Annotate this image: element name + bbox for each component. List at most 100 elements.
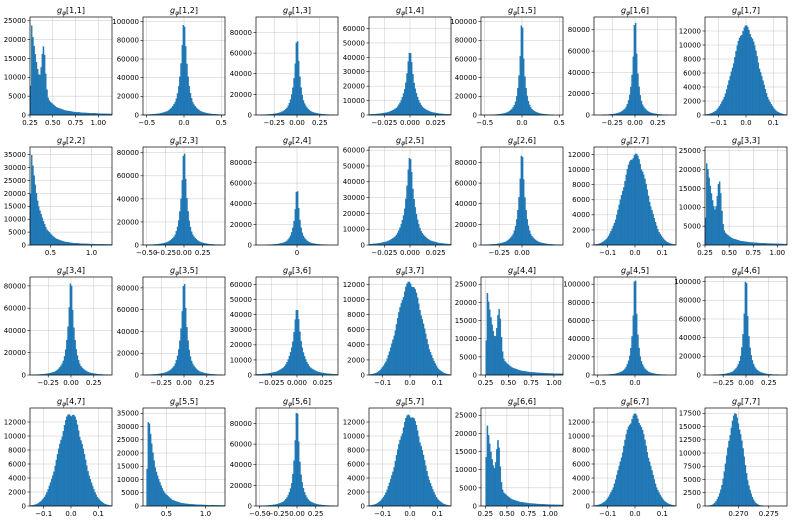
histogram-bar: [602, 242, 603, 245]
y-tick-label: 35000: [4, 151, 26, 159]
histogram-bar: [738, 240, 739, 245]
histogram-bar: [183, 503, 184, 506]
histogram-bar: [497, 315, 498, 375]
histogram-bar: [299, 77, 300, 115]
histogram-bar: [60, 109, 61, 115]
histogram-bar: [404, 209, 405, 245]
histogram-bar: [190, 227, 191, 245]
histogram-bar: [428, 476, 429, 506]
histogram-bar: [742, 334, 743, 375]
y-tick-label: 40000: [230, 200, 252, 208]
histogram-bar: [203, 112, 204, 115]
histogram-bar: [51, 103, 52, 115]
x-tick-label: 0.00: [176, 249, 192, 257]
histogram-bar: [48, 489, 49, 506]
y-tick-label: 40000: [455, 200, 477, 208]
histogram-bar: [533, 110, 534, 115]
histogram-bar: [747, 316, 748, 375]
histogram-bar: [761, 373, 762, 375]
histogram-bar: [529, 372, 530, 375]
histogram-bar: [180, 63, 181, 115]
histogram-bar: [735, 414, 736, 506]
histogram-bar: [391, 475, 392, 506]
histogram-bar: [643, 107, 644, 115]
y-tick-label: 100000: [674, 278, 701, 286]
histogram-bar: [192, 364, 193, 375]
histogram-bar: [80, 113, 81, 115]
histogram-bar: [289, 103, 290, 115]
y-tick-label: 60000: [455, 55, 477, 63]
histogram-bar: [616, 215, 617, 245]
histogram-bar: [750, 490, 751, 506]
histogram-bar: [288, 239, 289, 245]
histogram-bar: [746, 242, 747, 245]
histogram-bar: [283, 111, 284, 115]
histogram-bar: [739, 241, 740, 245]
histogram-bar: [772, 106, 773, 115]
y-tick-label: 40000: [117, 195, 139, 203]
histogram-bar: [658, 232, 659, 245]
histogram-bar: [398, 231, 399, 245]
y-tick-label: 12000: [568, 418, 590, 426]
histogram-bar: [530, 234, 531, 245]
histogram-bar: [744, 28, 745, 115]
histogram-bar: [406, 186, 407, 245]
y-tick-label: 30000: [4, 164, 26, 172]
histogram-bar: [57, 239, 58, 245]
histogram-bar: [501, 482, 502, 506]
histogram-bar: [753, 42, 754, 115]
histogram-bar: [45, 227, 46, 245]
histogram-bar: [725, 94, 726, 115]
histogram-bar: [406, 416, 407, 506]
histogram-bar: [202, 372, 203, 375]
x-tick-label: 0.75: [521, 510, 537, 518]
histogram-bar: [310, 501, 311, 506]
histogram-bar: [436, 366, 437, 375]
histogram-bar: [608, 497, 609, 506]
histogram-bar: [200, 372, 201, 375]
histogram-bar: [718, 184, 719, 245]
histogram-bar: [170, 370, 171, 375]
histogram-bar: [422, 450, 423, 506]
histogram-bar: [410, 418, 411, 506]
histogram-bar: [741, 35, 742, 115]
x-tick-label: 0.0: [516, 119, 527, 127]
histogram-bar: [69, 111, 70, 115]
histogram-bar: [430, 483, 431, 506]
histogram-bar: [190, 93, 191, 115]
histogram-bar: [637, 335, 638, 375]
histogram-bar: [502, 352, 503, 375]
histogram-bar: [55, 106, 56, 115]
histogram-bar: [767, 97, 768, 115]
histogram-bar: [191, 98, 192, 115]
histogram-bar: [500, 319, 501, 375]
histogram-bar: [306, 362, 307, 375]
histogram-bar: [509, 498, 510, 506]
y-tick-label: 0: [473, 371, 477, 379]
histogram-bar: [293, 221, 294, 245]
y-tick-label: 20000: [4, 190, 26, 198]
histogram-bar: [748, 242, 749, 245]
histogram-bar: [517, 501, 518, 506]
histogram-bar: [654, 479, 655, 506]
histogram-bar: [526, 503, 527, 506]
histogram-bar: [388, 486, 389, 506]
panel-title: gφ[1,5]: [508, 6, 536, 17]
histogram-bar: [414, 199, 415, 245]
histogram-bar: [412, 417, 413, 506]
histogram-bar: [292, 228, 293, 245]
histogram-bar: [510, 110, 511, 115]
histogram-bar: [38, 503, 39, 506]
histogram-bar: [720, 490, 721, 506]
x-tick-label: 0.00: [738, 379, 754, 387]
histogram-bar: [740, 434, 741, 506]
histogram-bar: [298, 442, 299, 506]
x-tick-label: 1.00: [542, 510, 558, 518]
histogram-bar: [534, 111, 535, 115]
y-tick-label: 5000: [459, 484, 477, 492]
x-tick-label: 1.00: [91, 119, 107, 127]
histogram-bar: [284, 501, 285, 506]
histogram-bar: [306, 108, 307, 115]
y-tick-label: 8000: [572, 181, 590, 189]
